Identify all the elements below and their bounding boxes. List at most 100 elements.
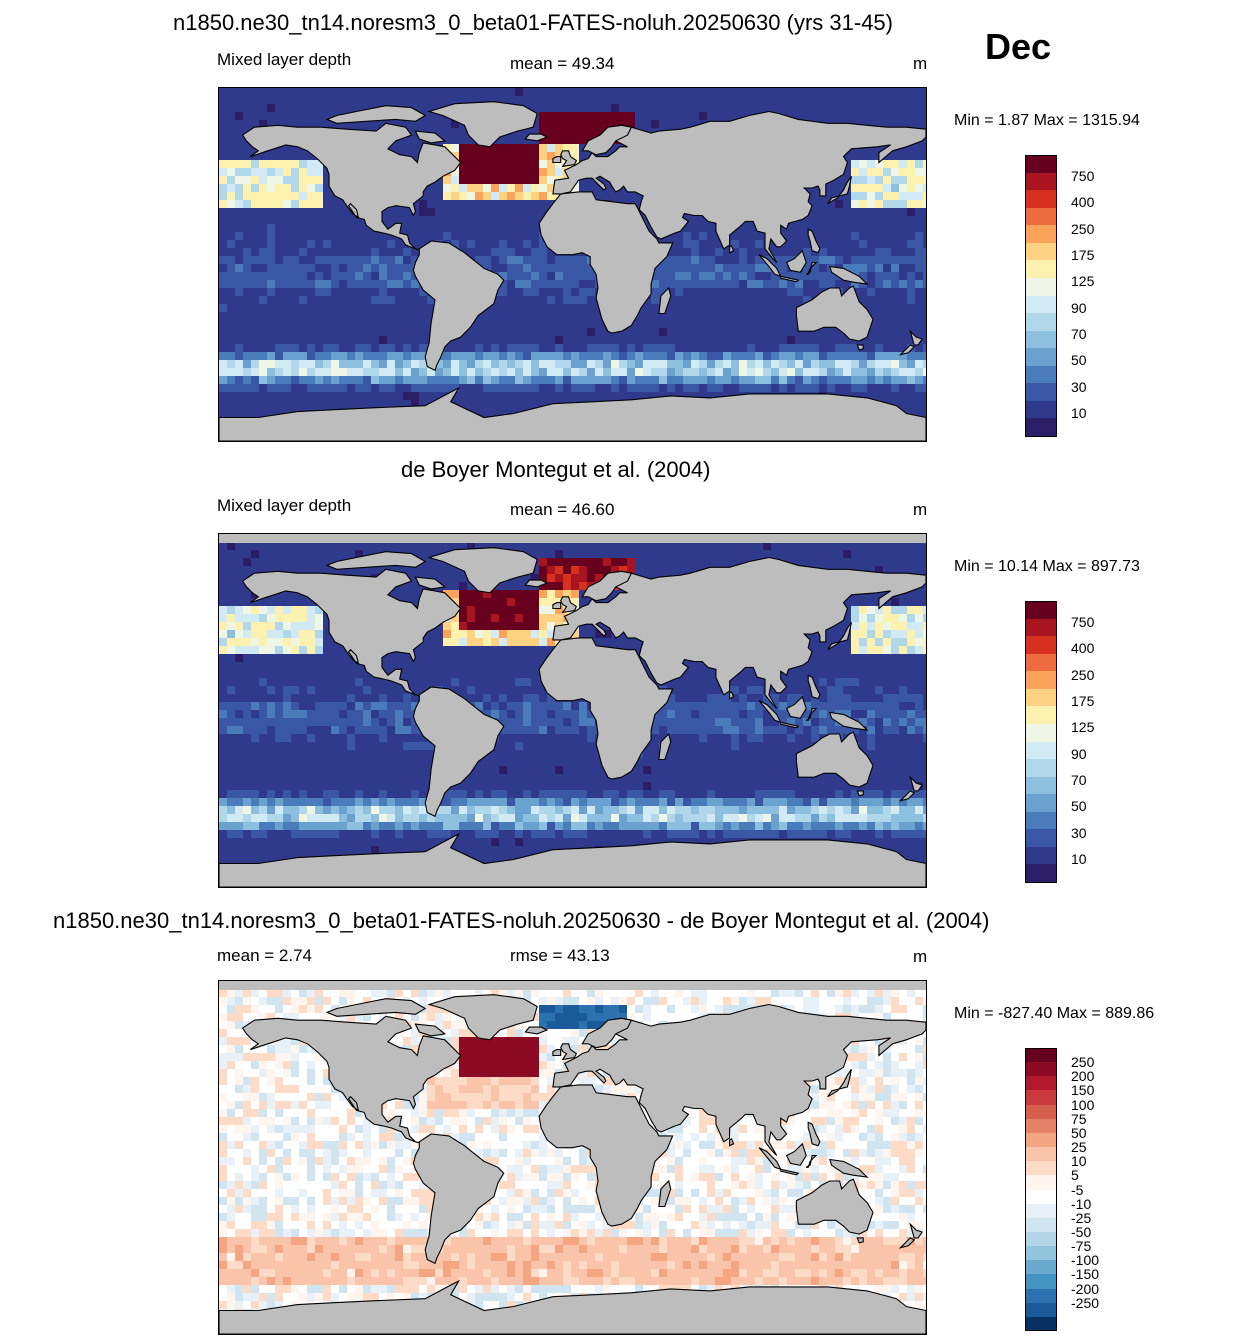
panel-3-rmse: rmse = 43.13 — [510, 946, 610, 965]
colorbar-label: -250 — [1071, 1294, 1100, 1311]
land-outline — [427, 547, 538, 594]
panel-1-colorbar: 750 400 250 175 125 90 70 50 30 10 — [1025, 155, 1145, 437]
land-outline — [898, 790, 916, 802]
panel-3-mean: mean = 2.74 — [217, 946, 312, 965]
land-outline — [241, 1015, 462, 1144]
land-outline — [219, 1279, 926, 1334]
panel-1-map — [218, 87, 927, 442]
land-outline — [427, 994, 538, 1041]
colorbar-label: 125 — [1071, 273, 1095, 290]
colorbar-swatch — [1025, 295, 1057, 314]
land-outline — [581, 570, 633, 602]
colorbar-swatch — [1025, 1274, 1057, 1290]
land-outline — [658, 732, 672, 761]
land-outline — [412, 240, 505, 372]
land-outline — [552, 110, 926, 263]
land-outline — [898, 1237, 916, 1249]
colorbar-label: 175 — [1071, 693, 1095, 710]
land-outline — [538, 191, 674, 334]
land-outline — [729, 691, 735, 700]
land-outline — [807, 674, 821, 700]
land-outline — [325, 998, 427, 1017]
colorbar-swatch — [1025, 172, 1057, 191]
land-outline — [581, 1017, 633, 1049]
colorbar-swatch — [1025, 418, 1057, 437]
panel-3-title: n1850.ne30_tn14.noresm3_0_beta01-FATES-n… — [53, 908, 990, 933]
colorbar-swatch — [1025, 811, 1057, 830]
land-outline — [856, 790, 864, 797]
land-outline — [829, 265, 869, 285]
colorbar-swatch — [1025, 723, 1057, 742]
land-outline — [785, 695, 807, 719]
colorbar-swatch — [1025, 846, 1057, 865]
no-data-cap — [219, 534, 926, 543]
land-outline — [780, 721, 800, 729]
land-outline — [552, 556, 926, 709]
colorbar-label: 5 — [1071, 1167, 1079, 1184]
panel-3-units: m — [913, 947, 928, 966]
panel-2-left-label: Mixed layer depth — [217, 496, 352, 515]
colorbar-swatch — [1025, 759, 1057, 778]
panel-2-title: de Boyer Montegut et al. (2004) — [401, 457, 711, 482]
land-outline — [805, 261, 818, 275]
colorbar-label: 400 — [1071, 194, 1095, 211]
colorbar-swatch — [1025, 1062, 1057, 1077]
land-outline — [414, 130, 447, 144]
land-outline — [785, 249, 807, 273]
land-outline — [414, 1023, 447, 1037]
colorbar-label: 70 — [1071, 772, 1087, 789]
colorbar-swatch — [1025, 1260, 1057, 1275]
colorbar-swatch — [1025, 1316, 1057, 1332]
land-outline — [898, 344, 916, 356]
colorbar-swatch — [1025, 776, 1057, 795]
colorbar-swatch — [1025, 601, 1057, 620]
colorbar-label: -10 — [1071, 1195, 1092, 1212]
panel-1-minmax: Min = 1.87 Max = 1315.94 — [954, 112, 1140, 129]
land-outline — [909, 1222, 923, 1239]
colorbar-label: 30 — [1071, 378, 1087, 395]
colorbar-label: 175 — [1071, 247, 1095, 264]
colorbar-swatch — [1025, 1104, 1057, 1120]
land-outline — [538, 637, 674, 780]
land-outline — [829, 711, 869, 731]
colorbar-label: -25 — [1071, 1209, 1092, 1226]
land-outline — [325, 105, 427, 124]
land-outline — [795, 285, 874, 342]
colorbar-swatch — [1025, 618, 1057, 637]
colorbar-swatch — [1025, 1175, 1057, 1190]
colorbar-swatch — [1025, 653, 1057, 672]
colorbar-swatch — [1025, 741, 1057, 760]
colorbar-swatch — [1025, 190, 1057, 209]
land-outline — [856, 1237, 864, 1244]
colorbar-swatch — [1025, 260, 1057, 279]
land-outline — [219, 832, 926, 887]
colorbar-swatch — [1025, 1147, 1057, 1162]
land-outline — [780, 1168, 800, 1176]
colorbar-swatch — [1025, 383, 1057, 402]
land-outline — [552, 1003, 926, 1156]
colorbar-swatch — [1025, 1231, 1057, 1247]
panel-1-title: n1850.ne30_tn14.noresm3_0_beta01-FATES-n… — [173, 10, 893, 35]
no-data-cap — [219, 981, 926, 990]
colorbar-label: 200 — [1071, 1068, 1095, 1085]
land-outline — [909, 775, 923, 792]
colorbar-swatch — [1025, 155, 1057, 174]
colorbar-swatch — [1025, 313, 1057, 332]
colorbar-label: -75 — [1071, 1238, 1092, 1255]
colorbar-swatch — [1025, 636, 1057, 655]
panel-1-left-label: Mixed layer depth — [217, 50, 352, 69]
colorbar-swatch — [1025, 1288, 1057, 1304]
land-outline — [552, 602, 562, 610]
colorbar-label: 10 — [1071, 405, 1087, 422]
colorbar-label: 50 — [1071, 798, 1087, 815]
colorbar-label: 75 — [1071, 1110, 1087, 1127]
colorbar-swatch — [1025, 1076, 1057, 1091]
colorbar-swatch — [1025, 1090, 1057, 1106]
colorbar-label: -50 — [1071, 1223, 1092, 1240]
colorbar-label: 50 — [1071, 352, 1087, 369]
land-outline — [807, 1121, 821, 1147]
colorbar-swatch — [1025, 348, 1057, 367]
panel-2-units: m — [913, 500, 928, 519]
land-outline — [856, 344, 864, 351]
land-outline — [795, 731, 874, 788]
